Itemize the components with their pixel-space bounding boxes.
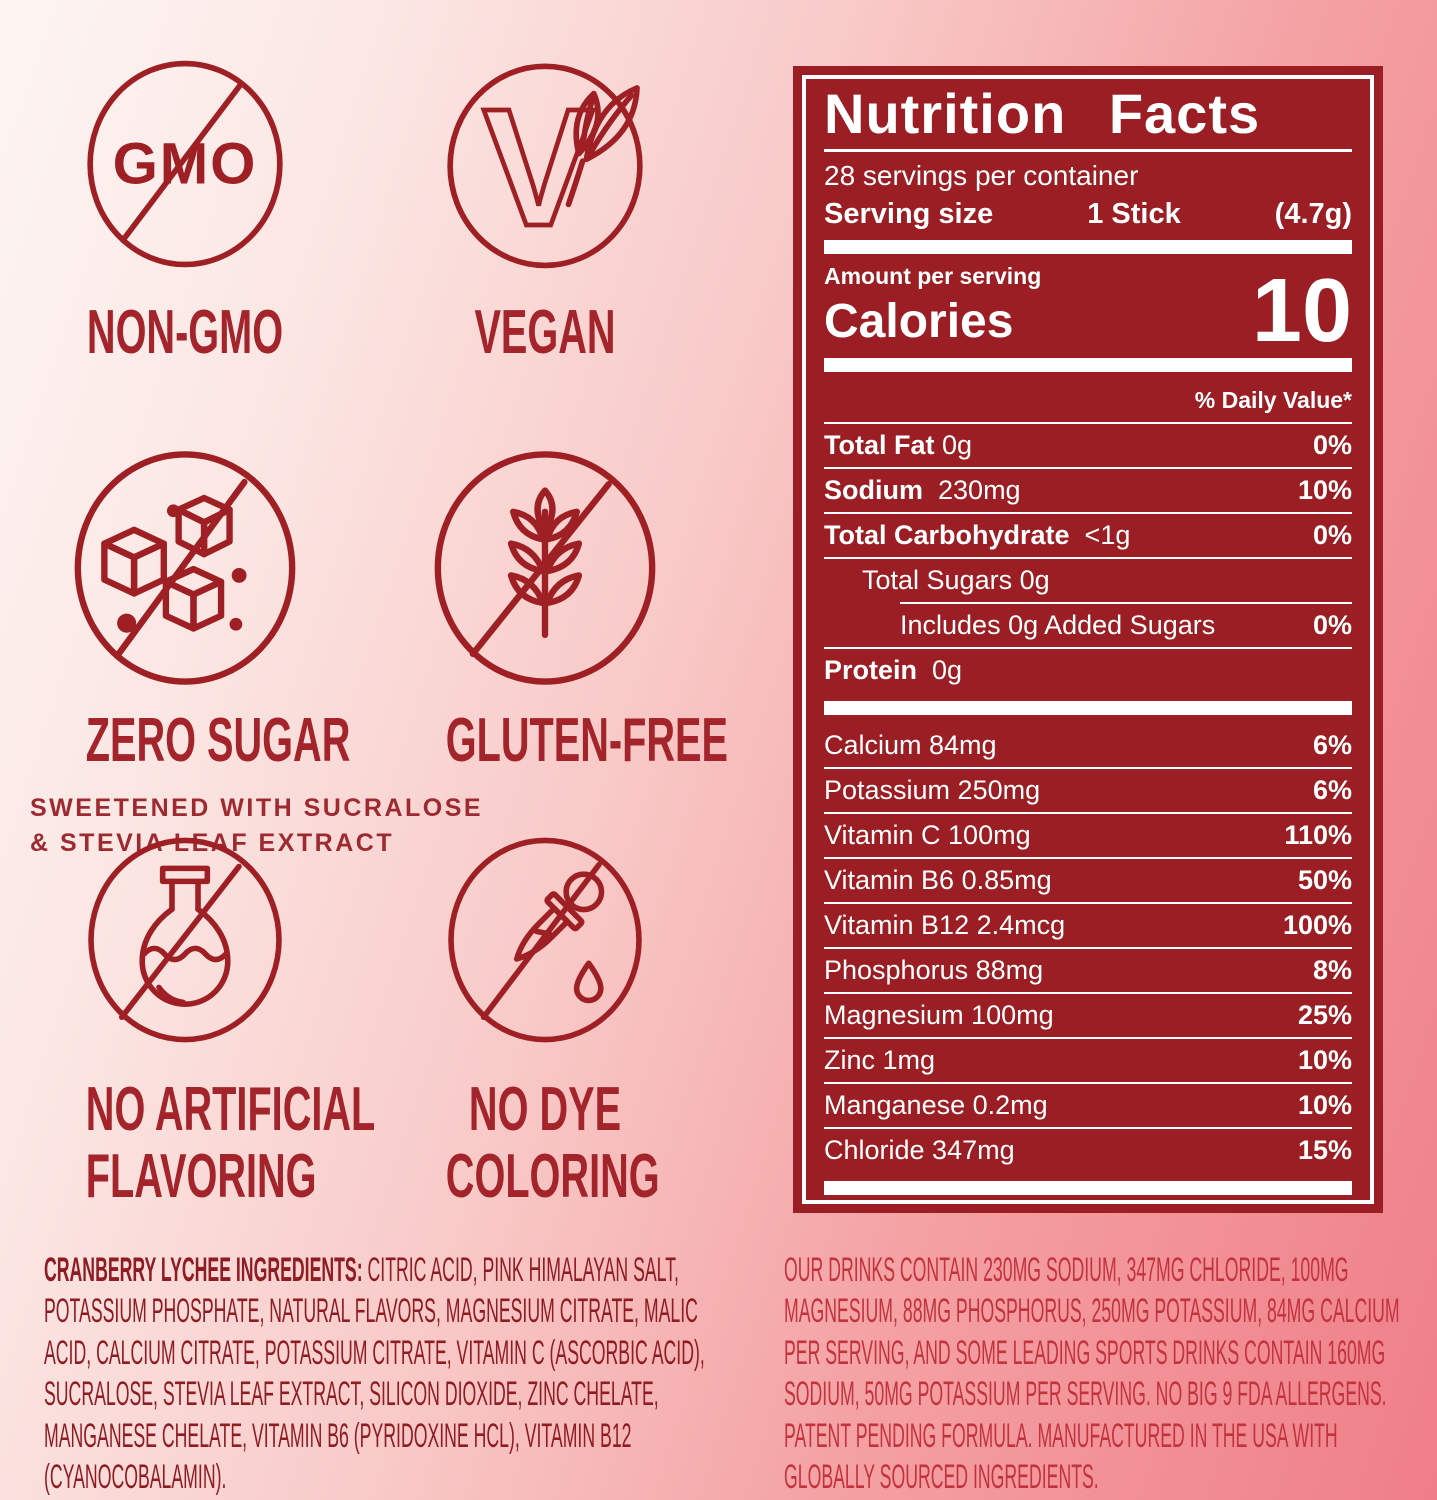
zero-sugar-subcaption: SWEETENED WITH SUCRALOSE & STEVIA LEAF E… — [30, 791, 484, 861]
badge-label-non-gmo: NON-GMO — [86, 298, 284, 367]
ingredients-text: CRANBERRY LYCHEE INGREDIENTS: CITRIC ACI… — [44, 1250, 717, 1499]
daily-value-header: % Daily Value* — [824, 381, 1352, 424]
nutrient-row-vitamin-c: Vitamin C 100mg 110% — [824, 814, 1352, 859]
badge-label-no-artificial-line1: NO ARTIFICIAL — [85, 1075, 376, 1144]
nutrient-row-calcium: Calcium 84mg 6% — [824, 724, 1352, 769]
badge-label-zero-sugar: ZERO SUGAR — [85, 706, 351, 775]
vegan-icon: V — [447, 63, 643, 269]
serving-size-weight: (4.7g) — [1274, 197, 1352, 230]
vegan-icon-text: V — [483, 75, 595, 261]
no-flask-icon — [88, 837, 282, 1043]
badge-label-no-dye-line2: COLORING — [445, 1141, 660, 1211]
thick-divider — [824, 1180, 1352, 1195]
nutrition-facts-inner: Nutrition Facts 28 servings per containe… — [802, 75, 1374, 1204]
nutrient-name: Total Carbohydrate — [824, 519, 1070, 550]
serving-size-label: Serving size — [824, 197, 994, 230]
no-gluten-icon — [434, 451, 656, 685]
nutrient-row-total-fat: Total Fat 0g 0% — [824, 424, 1352, 469]
nutrient-amount: 230mg — [938, 474, 1021, 505]
nutrient-name: Total Sugars 0g — [862, 564, 1050, 595]
no-dropper-icon — [448, 837, 642, 1043]
no-sugar-icon — [74, 451, 296, 685]
nutrient-amount: 0g — [942, 429, 973, 460]
nutrition-facts-panel: Nutrition Facts 28 servings per containe… — [793, 66, 1383, 1213]
amount-per-serving-label: Amount per serving — [824, 262, 1042, 289]
gmo-icon-text: GMO — [113, 132, 258, 197]
comparison-text: OUR DRINKS CONTAIN 230MG SODIUM, 347MG C… — [784, 1251, 1400, 1497]
nutrient-row-protein: Protein 0g — [824, 649, 1352, 692]
nutrient-name: Protein — [824, 654, 918, 685]
badge-gluten-free: GLUTEN-FREE — [390, 446, 728, 775]
ingredients-body: CITRIC ACID, PINK HIMALAYAN SALT, POTASS… — [44, 1251, 705, 1497]
badge-zero-sugar: ZERO SUGAR SWEETENED WITH SUCRALOSE & ST… — [30, 446, 484, 861]
nutrient-row-vitamin-b6: Vitamin B6 0.85mg 50% — [824, 859, 1352, 904]
nutrient-row-phosphorus: Phosphorus 88mg 8% — [824, 949, 1352, 994]
no-gmo-icon: GMO — [87, 60, 283, 268]
nutrient-name: Total Fat — [824, 429, 935, 460]
nutrient-row-added-sugars: Includes 0g Added Sugars 0% — [824, 604, 1352, 649]
servings-per-container: 28 servings per container — [824, 159, 1139, 191]
nutrient-dv: 0% — [1312, 609, 1352, 640]
badge-label-no-dye-line1: NO DYE — [468, 1075, 622, 1144]
nutrient-row-manganese: Manganese 0.2mg 10% — [824, 1084, 1352, 1129]
nutrient-amount: <1g — [1084, 519, 1131, 550]
calories-label: Calories — [824, 294, 1014, 348]
thick-divider — [824, 239, 1352, 254]
badge-no-artificial-flavoring: NO ARTIFICIAL FLAVORING — [30, 833, 376, 1211]
serving-size-row: Serving size 1 Stick (4.7g) — [824, 198, 1352, 231]
badge-label-no-artificial: NO ARTIFICIAL FLAVORING — [85, 1075, 376, 1211]
zero-sugar-subcaption-line1: SWEETENED WITH SUCRALOSE — [30, 793, 484, 822]
nutrient-dv: 0% — [1312, 519, 1352, 550]
nutrition-facts-title: Nutrition Facts — [824, 84, 1352, 152]
badge-no-dye-coloring: NO DYE COLORING — [390, 833, 700, 1211]
badge-label-no-artificial-line2: FLAVORING — [85, 1141, 317, 1211]
badge-non-gmo: GMO NON-GMO — [30, 56, 340, 367]
nutrient-row-vitamin-b12: Vitamin B12 2.4mcg 100% — [824, 904, 1352, 949]
nutrient-name: Sodium — [824, 474, 923, 505]
badge-label-vegan: VEGAN — [474, 298, 616, 367]
nutrient-row-chloride: Chloride 347mg 15% — [824, 1134, 1352, 1165]
nutrient-row-sodium: Sodium 230mg 10% — [824, 469, 1352, 514]
thick-divider — [824, 357, 1352, 372]
nutrient-dv: 10% — [1297, 474, 1352, 505]
nutrient-row-total-carbohydrate: Total Carbohydrate <1g 0% — [824, 514, 1352, 559]
nutrient-dv: 0% — [1312, 429, 1352, 460]
calories-block: Amount per serving Calories 10 — [824, 261, 1352, 361]
badge-label-no-dye: NO DYE COLORING — [445, 1075, 660, 1211]
nutrient-row-magnesium: Magnesium 100mg 25% — [824, 994, 1352, 1039]
ingredients-lead: CRANBERRY LYCHEE INGREDIENTS: — [44, 1251, 363, 1289]
nutrient-amount: 0g — [932, 654, 963, 685]
nutrient-row-zinc: Zinc 1mg 10% — [824, 1039, 1352, 1084]
serving-size-value: 1 Stick — [1087, 197, 1181, 230]
indented-divider — [900, 601, 1352, 604]
nutrient-name: Includes 0g Added Sugars — [900, 609, 1216, 640]
badge-vegan: V VEGAN — [390, 56, 700, 367]
nutrient-row-potassium: Potassium 250mg 6% — [824, 769, 1352, 814]
badge-label-gluten-free: GLUTEN-FREE — [445, 706, 728, 775]
calories-value: 10 — [1251, 261, 1352, 361]
nutrient-row-total-sugars: Total Sugars 0g — [824, 559, 1352, 602]
thick-divider — [824, 700, 1352, 715]
